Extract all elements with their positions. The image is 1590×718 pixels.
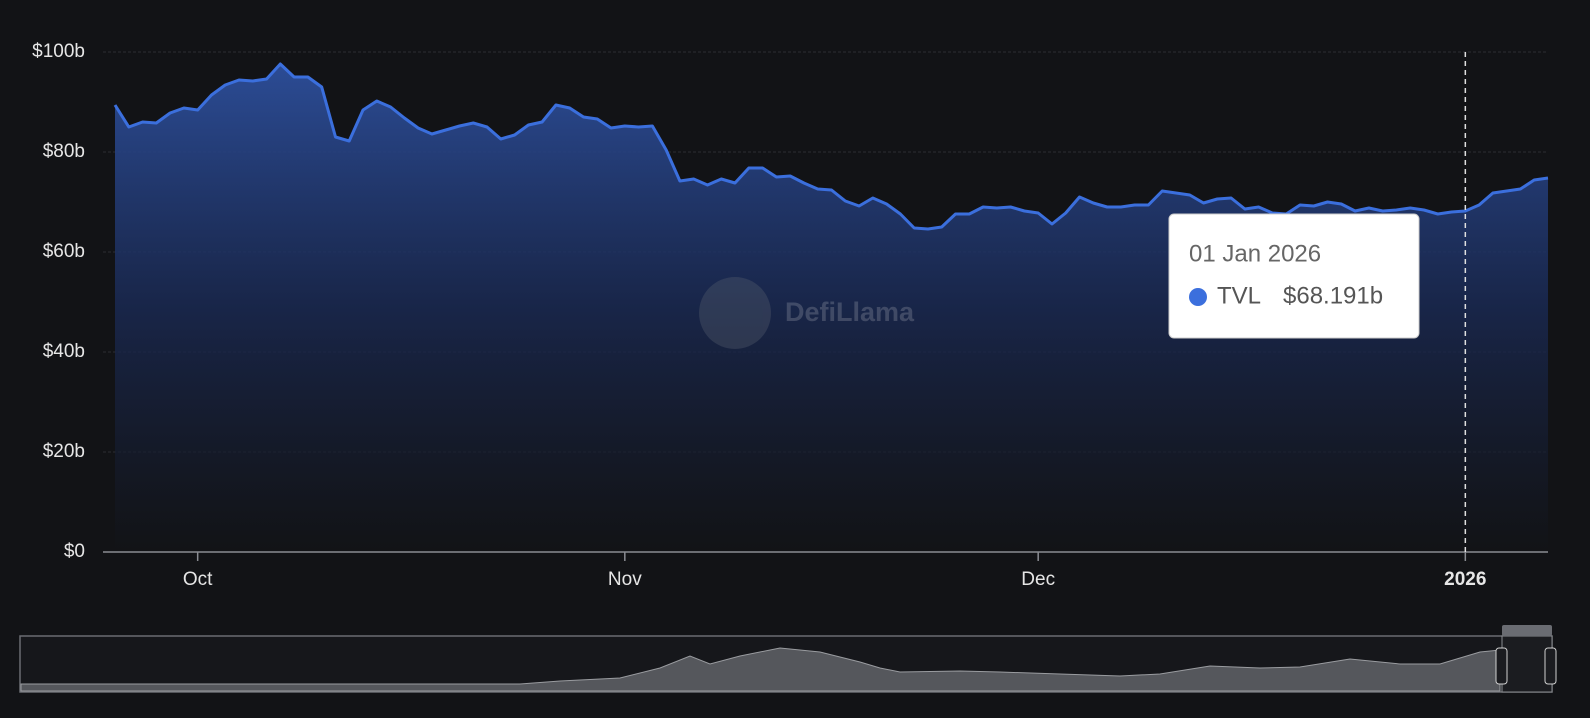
navigator-handle-right[interactable] <box>1544 647 1557 685</box>
x-tick-label: Oct <box>183 569 213 590</box>
axes: $0 $20b $40b $60b $80b $100b Oct Nov Dec 2026 <box>32 41 1548 590</box>
y-tick-label: $60b <box>43 241 85 262</box>
tooltip-value: $68.191b <box>1283 282 1383 309</box>
tooltip: 01 Jan 2026 TVL $68.191b <box>1168 213 1420 339</box>
watermark: DefiLlama <box>699 277 915 349</box>
y-tick-label: $40b <box>43 341 85 362</box>
y-tick-label: $0 <box>64 541 85 562</box>
navigator-handle-left[interactable] <box>1495 647 1508 685</box>
plot <box>113 62 1549 552</box>
line <box>113 62 1549 231</box>
y-tick-label: $100b <box>32 41 85 62</box>
watermark-text: DefiLlama <box>785 297 915 327</box>
navigator[interactable] <box>19 625 1557 693</box>
x-tick-label: 2026 <box>1444 569 1486 590</box>
tooltip-marker <box>1189 288 1207 306</box>
area <box>115 64 1548 552</box>
watermark-logo <box>699 277 771 349</box>
y-tick-label: $80b <box>43 141 85 162</box>
x-tick-label: Dec <box>1021 569 1055 590</box>
tooltip-box <box>1168 213 1420 339</box>
y-tick-label: $20b <box>43 441 85 462</box>
tooltip-title: 01 Jan 2026 <box>1189 240 1321 267</box>
tooltip-series: TVL <box>1217 282 1261 309</box>
navigator-grip[interactable] <box>1502 625 1552 636</box>
x-tick-label: Nov <box>608 569 642 590</box>
navigator-area <box>20 647 1501 692</box>
